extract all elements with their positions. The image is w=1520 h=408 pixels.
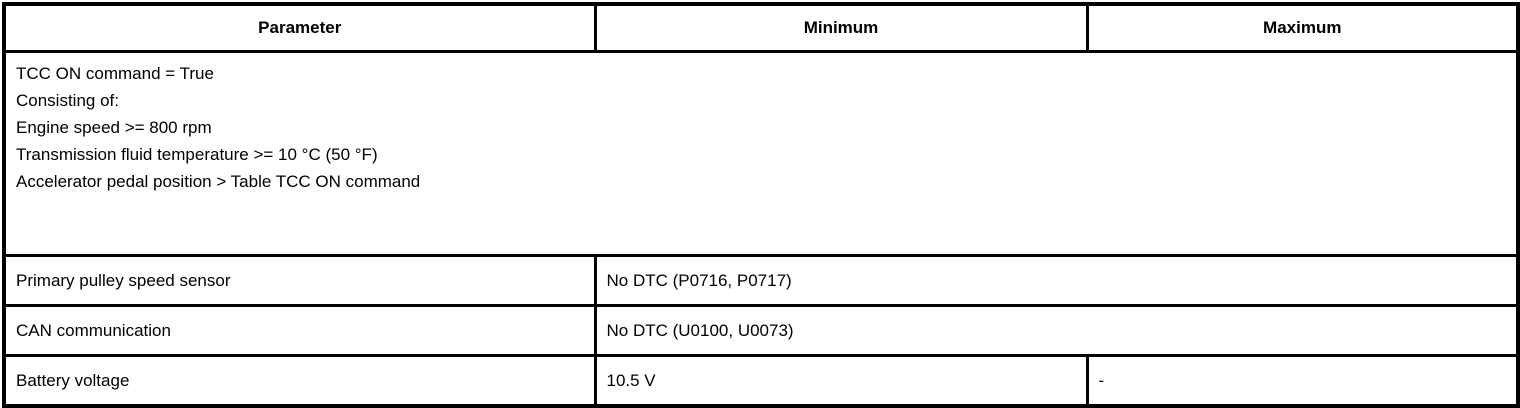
table-row-battery-voltage: Battery voltage 10.5 V - <box>2 354 1520 408</box>
value-cell: No DTC (U0100, U0073) <box>593 304 1520 357</box>
table-row-primary-pulley-speed-sensor: Primary pulley speed sensor No DTC (P071… <box>2 254 1520 307</box>
header-row: Parameter Minimum Maximum <box>2 2 1520 53</box>
column-header-parameter: Parameter <box>2 2 597 53</box>
parameter-cell: Primary pulley speed sensor <box>2 254 597 307</box>
parameter-cell: Battery voltage <box>2 354 597 408</box>
criteria-cell: TCC ON command = True Consisting of: Eng… <box>2 50 1520 257</box>
parameter-cell: CAN communication <box>2 304 597 357</box>
table-row-can-communication: CAN communication No DTC (U0100, U0073) <box>2 304 1520 357</box>
table-row-criteria: TCC ON command = True Consisting of: Eng… <box>2 50 1520 257</box>
value-cell: No DTC (P0716, P0717) <box>593 254 1520 307</box>
minimum-cell: 10.5 V <box>593 354 1089 408</box>
column-header-maximum: Maximum <box>1085 2 1520 53</box>
criteria-line-accelerator-pedal-position: Accelerator pedal position > Table TCC O… <box>16 172 421 191</box>
criteria-line-tcc-on-command: TCC ON command = True <box>16 64 214 83</box>
criteria-line-engine-speed: Engine speed >= 800 rpm <box>16 118 212 137</box>
maximum-cell: - <box>1085 354 1520 408</box>
column-header-minimum: Minimum <box>593 2 1089 53</box>
criteria-line-transmission-fluid-temperature: Transmission fluid temperature >= 10 °C … <box>16 145 378 164</box>
criteria-line-consisting-of: Consisting of: <box>16 91 119 110</box>
